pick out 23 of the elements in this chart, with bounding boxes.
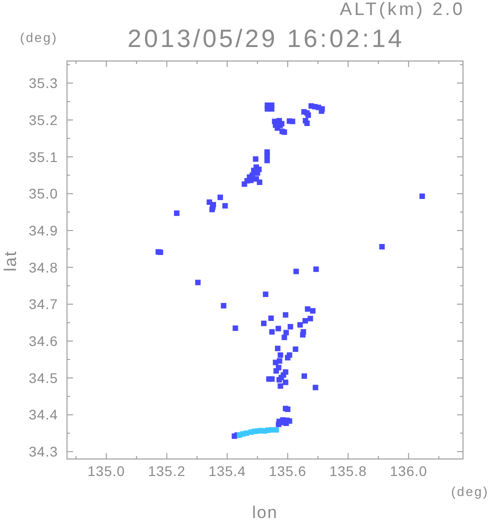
x-tick-label: 135.2 [148, 462, 186, 479]
y-tick-label: 34.7 [28, 296, 58, 312]
y-tick-label: 35.3 [28, 75, 58, 92]
y-tick-label: 35.2 [28, 112, 58, 128]
y-tick-label: 34.9 [28, 222, 58, 238]
y-tick-label: 35.0 [28, 186, 58, 202]
y-tick-label: 34.3 [28, 444, 58, 460]
x-tick-label: 135.6 [268, 462, 306, 479]
text: (deg) [20, 30, 58, 45]
x-tick-label: 135.4 [208, 462, 246, 479]
y-tick-label: 34.4 [28, 406, 58, 423]
x-tick-label: 136.0 [390, 462, 428, 479]
y-tick-label: 35.1 [28, 148, 58, 165]
y-tick-label: 34.5 [28, 370, 58, 386]
x-tick-label: 135.0 [88, 462, 126, 479]
y-tick-label: 34.8 [28, 259, 58, 276]
chart-subtitle: ALT(km) 2.0 [340, 0, 465, 19]
x-tick-label: 135.8 [329, 462, 367, 479]
chart-title: 2013/05/29 16:02:14 [128, 25, 404, 53]
y-axis-title: lat [1, 250, 20, 272]
text: (deg) [451, 484, 489, 499]
y-tick-label: 34.6 [28, 333, 58, 350]
x-axis-title: lon [252, 503, 278, 521]
